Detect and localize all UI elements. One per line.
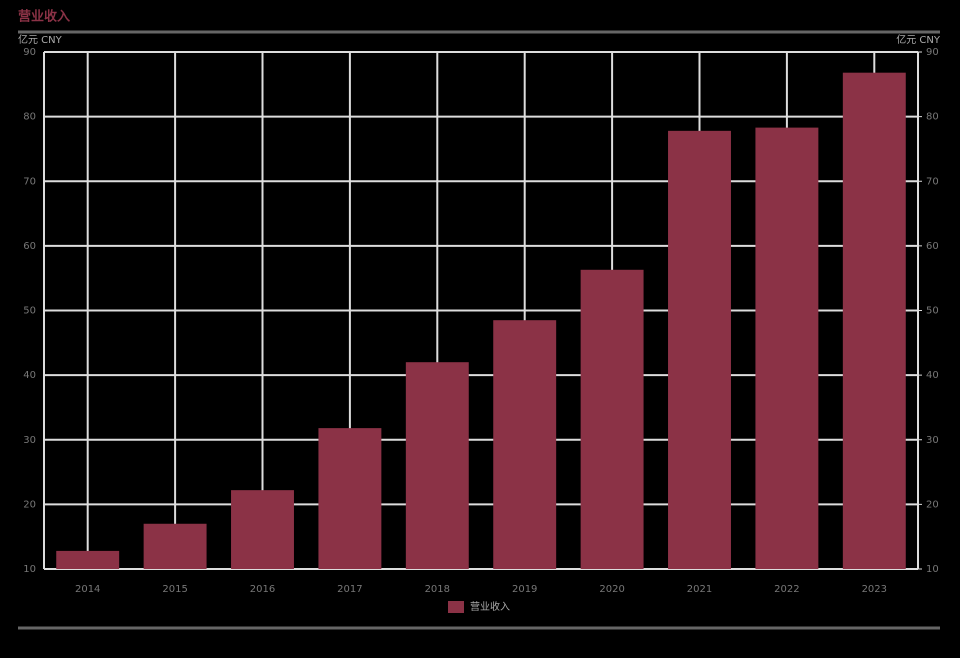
y2-tick-label: 90 (926, 47, 939, 58)
y-tick-label: 50 (23, 306, 36, 317)
y2-tick-label: 30 (926, 435, 939, 446)
x-tick-label: 2016 (250, 584, 275, 595)
y-tick-label: 40 (23, 370, 36, 381)
chart-title: 营业收入 (18, 9, 70, 25)
y2-tick-label: 10 (926, 564, 939, 575)
bar (231, 490, 294, 569)
y-tick-label: 70 (23, 176, 36, 187)
y2-tick-label: 20 (926, 499, 939, 510)
bar (842, 72, 906, 570)
y2-tick-label: 40 (926, 370, 939, 381)
y2-tick-label: 80 (926, 112, 939, 123)
x-tick-label: 2021 (687, 584, 712, 595)
bar (755, 127, 819, 569)
bar (493, 320, 557, 569)
y-axis-label: 亿元 CNY (18, 33, 63, 46)
x-tick-label: 2014 (75, 584, 100, 595)
y-tick-label: 90 (23, 47, 36, 58)
legend-swatch (448, 601, 464, 613)
y-tick-label: 30 (23, 435, 36, 446)
x-tick-label: 2023 (862, 584, 887, 595)
y2-tick-label: 70 (926, 176, 939, 187)
x-tick-label: 2020 (599, 584, 624, 595)
y2-axis-label: 亿元 CNY (896, 33, 941, 46)
x-tick-label: 2022 (774, 584, 799, 595)
x-tick-label: 2017 (337, 584, 362, 595)
bar (668, 130, 731, 569)
bar (318, 428, 382, 569)
x-tick-label: 2018 (425, 584, 450, 595)
y2-tick-label: 50 (926, 306, 939, 317)
bar (143, 523, 207, 569)
y-tick-label: 20 (23, 499, 36, 510)
y2-tick-label: 60 (926, 241, 939, 252)
bar (56, 550, 120, 569)
x-tick-label: 2019 (512, 584, 537, 595)
x-tick-label: 2015 (162, 584, 187, 595)
bar (580, 269, 644, 569)
legend-label: 营业收入 (470, 600, 510, 613)
y-tick-label: 10 (23, 564, 36, 575)
bar (405, 362, 469, 569)
y-tick-label: 60 (23, 241, 36, 252)
y-tick-label: 80 (23, 112, 36, 123)
